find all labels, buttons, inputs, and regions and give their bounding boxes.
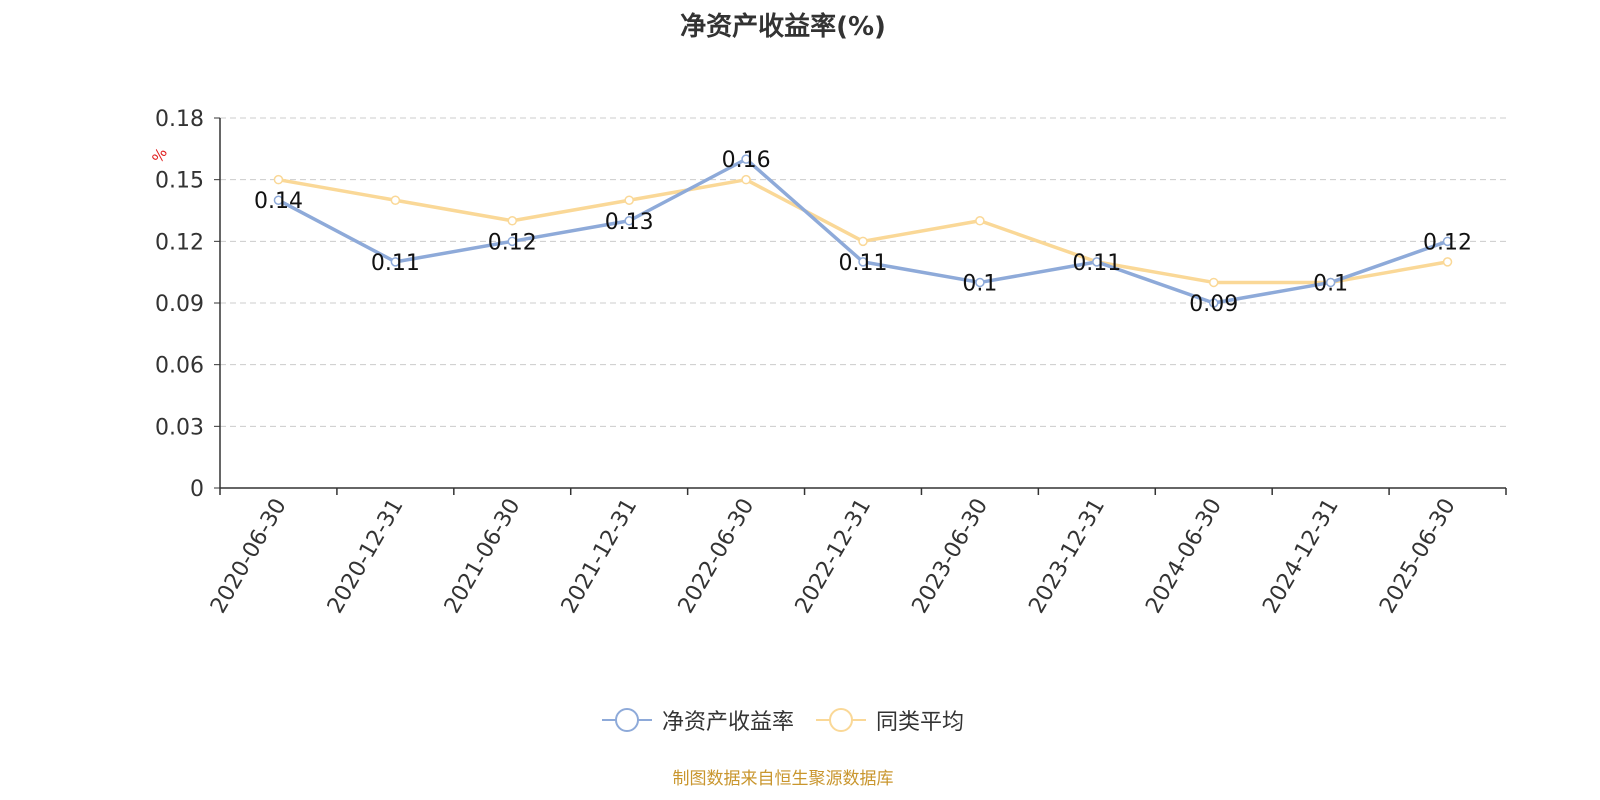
series-peer-average-point: [390, 195, 401, 205]
y-tick-label: 0.03: [155, 415, 204, 440]
series-peer-average-point: [624, 195, 634, 205]
legend-label-roe: 净资产收益率: [661, 710, 794, 735]
series-peer-average-point: [507, 216, 518, 226]
x-tick-label: 2023-12-31: [1024, 495, 1110, 618]
y-tick-label: 0.06: [155, 354, 204, 379]
x-tick-label: 2020-06-30: [206, 495, 292, 618]
data-label: 0.1: [1313, 271, 1348, 296]
series-peer-average-point: [741, 174, 751, 185]
series-peer-average-point: [1208, 277, 1219, 288]
x-tick-label: 2022-12-31: [791, 495, 877, 618]
y-tick-label: 0: [190, 477, 204, 502]
legend-marker-peer-average: [816, 707, 866, 733]
series-roe-point: [858, 257, 868, 267]
data-source-note: 制图数据来自恒生聚源数据库: [672, 769, 894, 789]
x-tick-label: 2020-12-31: [323, 495, 409, 618]
x-tick-label: 2024-06-30: [1141, 495, 1227, 618]
data-label: 0.12: [488, 230, 537, 255]
y-tick-label: 0.18: [155, 107, 204, 132]
data-label: 0.13: [605, 210, 654, 235]
y-axis-unit: %: [148, 145, 171, 166]
y-tick-label: 0.09: [155, 292, 204, 317]
data-label: 0.11: [839, 251, 888, 276]
series-roe-point: [507, 236, 518, 247]
legend-item-roe[interactable]: 净资产收益率: [601, 704, 794, 736]
chart-title: 净资产收益率(%): [680, 12, 886, 42]
series-peer-average-point: [975, 216, 985, 226]
series-roe-point: [975, 277, 985, 288]
data-label: 0.14: [254, 189, 303, 214]
data-label: 0.12: [1423, 230, 1472, 255]
legend: 净资产收益率 同类平均: [0, 704, 1566, 736]
series-roe-point: [624, 216, 634, 226]
data-label: 0.1: [962, 271, 997, 296]
data-label: 0.09: [1189, 292, 1238, 317]
x-tick-label: 2021-06-30: [440, 495, 526, 618]
series-peer-average-point: [858, 236, 868, 247]
x-tick-label: 2022-06-30: [674, 495, 760, 618]
series-roe-point: [1092, 257, 1102, 267]
series-roe-point: [273, 195, 284, 205]
series-peer-average-point: [273, 174, 284, 185]
x-tick-label: 2025-06-30: [1375, 495, 1461, 618]
x-tick-label: 2024-12-31: [1258, 495, 1344, 618]
legend-label-peer-average: 同类平均: [876, 710, 965, 735]
x-tick-label: 2023-06-30: [908, 495, 994, 618]
legend-item-peer-average[interactable]: 同类平均: [816, 704, 964, 736]
series-roe-point: [1442, 236, 1453, 247]
data-label: 0.11: [371, 251, 420, 276]
series-peer-average-point: [1442, 257, 1453, 267]
series-roe-point: [741, 154, 751, 164]
x-tick-label: 2021-12-31: [557, 495, 643, 618]
series-roe-point: [1208, 298, 1219, 308]
y-tick-label: 0.12: [155, 230, 204, 255]
data-label: 0.16: [722, 148, 771, 173]
data-label: 0.11: [1072, 251, 1121, 276]
legend-marker-roe: [601, 707, 652, 733]
series-roe-point: [390, 257, 401, 267]
y-tick-label: 0.15: [155, 169, 204, 194]
series-roe-point: [1325, 277, 1336, 288]
